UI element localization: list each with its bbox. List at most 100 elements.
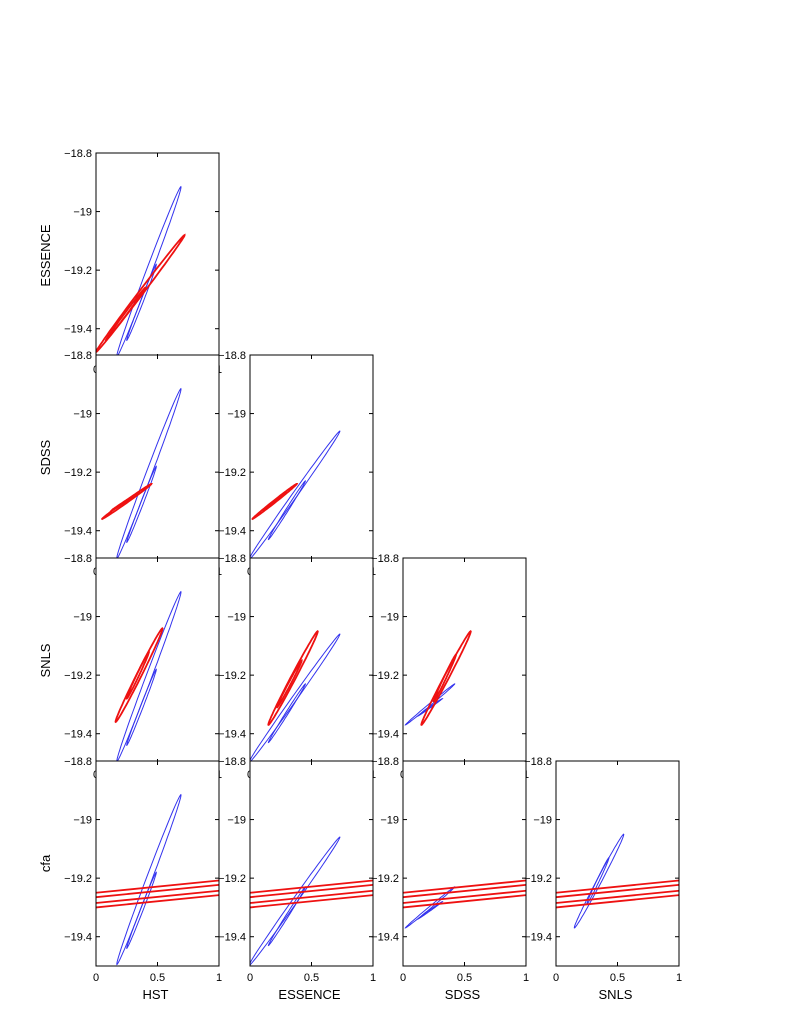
y-tick-label: −19.2	[64, 265, 92, 277]
y-tick-label: −19.2	[218, 670, 246, 682]
red-contour-outer	[267, 630, 319, 726]
column-label-essence: ESSENCE	[278, 987, 340, 1002]
x-tick-label: 0	[93, 972, 99, 984]
panel-r3-c3: −18.8 −19 −19.2 −19.4 0 0.5 1	[524, 756, 682, 984]
y-tick-label: −19.4	[371, 729, 399, 741]
x-tick-label: 1	[676, 972, 682, 984]
y-tick-label: −19.4	[218, 932, 246, 944]
y-tick-label: −19	[73, 815, 92, 827]
contours	[250, 430, 341, 560]
y-tick-label: −19.2	[218, 467, 246, 479]
blue-contour-outer	[250, 430, 341, 560]
plot-area	[556, 761, 679, 966]
y-tick-label: −18.8	[371, 756, 399, 768]
x-tick-label: 1	[216, 972, 222, 984]
row-label-snls: SNLS	[38, 643, 53, 677]
y-tick-label: −19.4	[64, 729, 92, 741]
panel-r3-c0: −18.8 −19 −19.2 −19.4 0 0.5 1	[64, 756, 222, 984]
red-band-line	[403, 894, 526, 909]
panel-r2-c1: −18.8−19−19.2−19.400.51	[218, 553, 376, 781]
y-tick-label: −19.2	[64, 873, 92, 885]
red-contour-inner	[104, 286, 147, 342]
y-tick-label: −19.4	[218, 729, 246, 741]
y-tick-label: −19.2	[64, 467, 92, 479]
y-tick-label: −18.8	[371, 553, 399, 565]
red-band-line	[556, 883, 679, 899]
contours	[101, 387, 182, 560]
red-band-line	[96, 889, 219, 904]
red-band-line	[403, 889, 526, 904]
y-tick-label: −18.8	[64, 756, 92, 768]
y-tick-label: −19.4	[371, 932, 399, 944]
x-tick-label: 1	[370, 972, 376, 984]
row-label-cfa: cfa	[38, 854, 53, 872]
x-tick-label: 0.5	[304, 972, 319, 984]
panels-layer: −18.8 −19 −19.2 −19.4 0 0.5 1 −18.8 −19 −19.2 −19.…	[64, 148, 682, 984]
row-label-sdss: SDSS	[38, 439, 53, 475]
red-band-line	[250, 879, 373, 894]
y-tick-label: −18.8	[64, 148, 92, 160]
panel-r0-c0: −18.8−19−19.2−19.400.51	[64, 148, 222, 376]
y-tick-label: −19	[380, 612, 399, 624]
y-tick-label: −19.4	[218, 526, 246, 538]
x-tick-label: 1	[523, 972, 529, 984]
red-band-line	[250, 889, 373, 904]
y-tick-label: −18.8	[64, 553, 92, 565]
y-tick-label: −19.4	[64, 526, 92, 538]
y-tick-label: −18.8	[524, 756, 552, 768]
y-tick-label: −19.4	[64, 932, 92, 944]
contours	[403, 879, 526, 929]
red-band-line	[250, 883, 373, 899]
red-band-line	[96, 883, 219, 899]
red-contour-inner	[432, 653, 457, 703]
blue-contour-inner	[267, 886, 306, 947]
red-band-line	[556, 894, 679, 909]
y-tick-label: −19.2	[64, 670, 92, 682]
red-band-line	[250, 894, 373, 909]
column-label-sdss: SDSS	[445, 987, 481, 1002]
contours	[96, 793, 219, 966]
contours	[250, 836, 373, 966]
y-tick-label: −19.4	[524, 932, 552, 944]
contours	[556, 833, 679, 929]
y-tick-label: −19	[380, 815, 399, 827]
y-tick-label: −19.2	[371, 873, 399, 885]
x-tick-label: 0.5	[610, 972, 625, 984]
y-tick-label: −18.8	[64, 350, 92, 362]
column-label-hst: HST	[143, 987, 169, 1002]
red-band-line	[556, 879, 679, 894]
blue-contour-inner	[267, 683, 306, 744]
y-tick-label: −19	[227, 815, 246, 827]
y-tick-label: −19.2	[218, 873, 246, 885]
red-band-line	[96, 879, 219, 894]
blue-contour-inner	[267, 480, 306, 541]
x-tick-label: 0.5	[457, 972, 472, 984]
red-contour-inner	[109, 491, 140, 512]
y-tick-label: −19	[73, 612, 92, 624]
plot-area	[403, 558, 526, 763]
y-tick-label: −19.2	[524, 873, 552, 885]
red-band-line	[403, 883, 526, 899]
contours	[250, 630, 341, 763]
y-tick-label: −19	[73, 207, 92, 219]
contours	[404, 630, 472, 726]
red-band-line	[556, 889, 679, 904]
red-band-line	[403, 879, 526, 894]
blue-contour-outer	[250, 633, 341, 763]
y-tick-label: −19	[227, 409, 246, 421]
blue-contour-outer	[404, 886, 456, 929]
blue-contour-inner	[126, 668, 157, 747]
column-label-snls: SNLS	[599, 987, 633, 1002]
y-tick-label: −18.8	[218, 553, 246, 565]
plot-area	[403, 761, 526, 966]
x-tick-label: 0	[400, 972, 406, 984]
x-tick-label: 0	[553, 972, 559, 984]
blue-contour-inner	[416, 901, 444, 920]
y-tick-label: −19	[227, 612, 246, 624]
panel-r1-c1: −18.8−19−19.2−19.400.51	[218, 350, 376, 578]
x-tick-label: 0.5	[150, 972, 165, 984]
y-tick-label: −19	[73, 409, 92, 421]
row-label-essence: ESSENCE	[38, 224, 53, 286]
red-contour-inner	[276, 659, 303, 709]
